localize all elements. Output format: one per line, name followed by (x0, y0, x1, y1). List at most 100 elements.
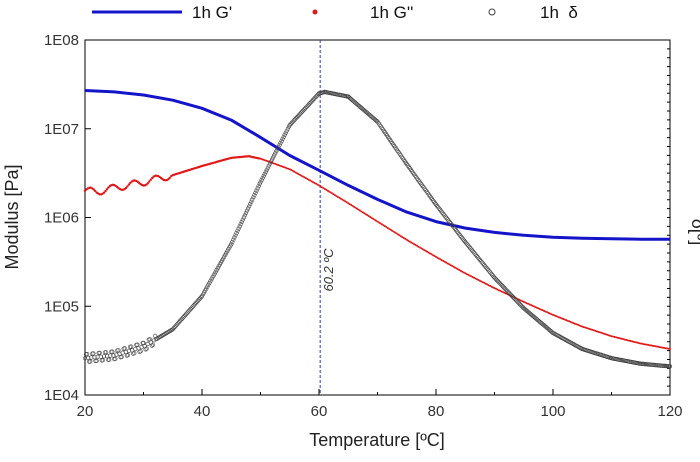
data-point (484, 265, 489, 270)
x-tick-label: 100 (540, 403, 565, 420)
data-point (270, 157, 275, 162)
data-point (492, 275, 497, 280)
data-point (351, 204, 354, 207)
data-point (667, 364, 673, 369)
data-point (669, 348, 671, 350)
data-point (660, 346, 663, 349)
data-point (190, 304, 195, 309)
data-point (550, 313, 553, 316)
data-point (614, 336, 617, 339)
data-point (312, 95, 318, 100)
data-point (308, 100, 313, 105)
data-point (124, 186, 128, 190)
x-axis: 20 40 60 80 100 120 (77, 389, 683, 420)
data-point (83, 189, 87, 192)
data-point (129, 344, 134, 349)
data-point (386, 227, 389, 229)
data-point (103, 350, 109, 355)
data-point (423, 249, 426, 252)
data-point (278, 141, 283, 146)
data-point (279, 139, 284, 144)
data-point (629, 340, 632, 342)
data-point (247, 204, 252, 209)
data-point (231, 237, 236, 242)
data-point (651, 344, 654, 347)
data-point (518, 303, 523, 308)
data-point (488, 270, 493, 275)
data-point (305, 103, 310, 108)
data-point (472, 251, 477, 256)
data-point (485, 266, 490, 272)
data-point (499, 289, 502, 292)
data-point (348, 203, 351, 206)
data-point (125, 353, 130, 358)
series-layer (82, 89, 673, 369)
x-axis-title: Temperature [ºC] (309, 430, 445, 450)
data-point (184, 311, 189, 316)
data-point (188, 306, 193, 312)
data-point (178, 318, 183, 324)
data-point (277, 143, 282, 148)
data-point (620, 337, 623, 340)
data-point (395, 232, 398, 235)
data-point (92, 188, 96, 191)
data-point (471, 250, 476, 255)
data-point (499, 283, 505, 288)
data-point (262, 171, 267, 177)
data-point (261, 173, 266, 179)
data-point (404, 237, 407, 240)
data-point (298, 111, 303, 116)
data-point (300, 109, 305, 114)
data-point (358, 209, 361, 212)
data-point (98, 354, 103, 359)
data-point (489, 284, 492, 287)
data-point (339, 197, 342, 200)
data-point (160, 333, 165, 338)
data-point (94, 358, 99, 364)
data-point (508, 292, 513, 297)
data-point (306, 102, 311, 107)
data-point (500, 290, 503, 293)
data-point (388, 227, 391, 230)
y2-axis-title: δ[º] (688, 219, 700, 246)
data-point (271, 155, 276, 160)
data-point (108, 353, 113, 358)
data-point (480, 280, 483, 283)
data-point (514, 298, 519, 303)
data-point (264, 167, 269, 172)
data-point (391, 229, 394, 232)
x-tick-label: 20 (77, 403, 94, 420)
data-point (237, 224, 242, 229)
data-point (569, 341, 575, 346)
data-point (151, 338, 157, 343)
data-point (300, 174, 303, 177)
data-point (582, 326, 585, 329)
data-point (516, 300, 521, 306)
data-point (274, 162, 277, 165)
data-point (482, 263, 487, 268)
data-point (101, 354, 107, 359)
data-point (454, 266, 456, 269)
data-point (119, 354, 124, 360)
data-point (513, 297, 518, 302)
data-point (399, 235, 402, 238)
data-point (554, 332, 559, 337)
data-point (100, 358, 105, 363)
data-point (232, 235, 237, 240)
data-point (360, 210, 363, 213)
data-point (477, 257, 483, 263)
x-tick-label: 40 (194, 403, 211, 420)
data-point (633, 341, 636, 344)
data-point (645, 343, 648, 346)
x-tick-label: 60 (311, 403, 328, 420)
data-point (538, 308, 541, 310)
data-point (562, 337, 567, 342)
data-point (304, 104, 309, 109)
y2-axis (667, 39, 670, 396)
data-point (199, 295, 204, 300)
data-point (230, 239, 235, 245)
data-point (328, 190, 331, 193)
data-point (398, 234, 401, 237)
data-point (266, 163, 272, 168)
